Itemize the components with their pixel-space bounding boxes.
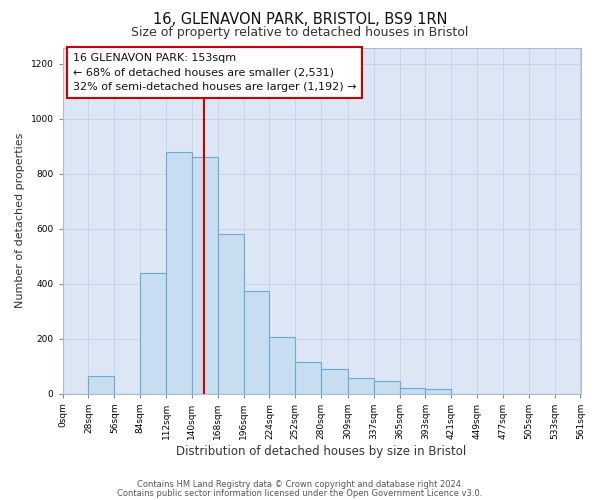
Bar xyxy=(244,290,269,394)
Text: 16, GLENAVON PARK, BRISTOL, BS9 1RN: 16, GLENAVON PARK, BRISTOL, BS9 1RN xyxy=(153,12,447,28)
Text: Contains HM Land Registry data © Crown copyright and database right 2024.: Contains HM Land Registry data © Crown c… xyxy=(137,480,463,489)
Text: Size of property relative to detached houses in Bristol: Size of property relative to detached ho… xyxy=(131,26,469,39)
Bar xyxy=(218,234,244,394)
Bar xyxy=(400,388,425,394)
Bar xyxy=(88,376,114,394)
Bar xyxy=(348,378,374,394)
Y-axis label: Number of detached properties: Number of detached properties xyxy=(15,133,25,308)
Bar xyxy=(295,362,321,394)
Text: 16 GLENAVON PARK: 153sqm
← 68% of detached houses are smaller (2,531)
32% of sem: 16 GLENAVON PARK: 153sqm ← 68% of detach… xyxy=(73,52,356,92)
Bar xyxy=(166,152,192,394)
Bar xyxy=(321,369,348,394)
X-axis label: Distribution of detached houses by size in Bristol: Distribution of detached houses by size … xyxy=(176,444,467,458)
Bar xyxy=(374,381,400,394)
Bar xyxy=(269,337,295,394)
Bar xyxy=(192,158,218,394)
Text: Contains public sector information licensed under the Open Government Licence v3: Contains public sector information licen… xyxy=(118,488,482,498)
Bar xyxy=(140,272,166,394)
Bar xyxy=(425,390,451,394)
